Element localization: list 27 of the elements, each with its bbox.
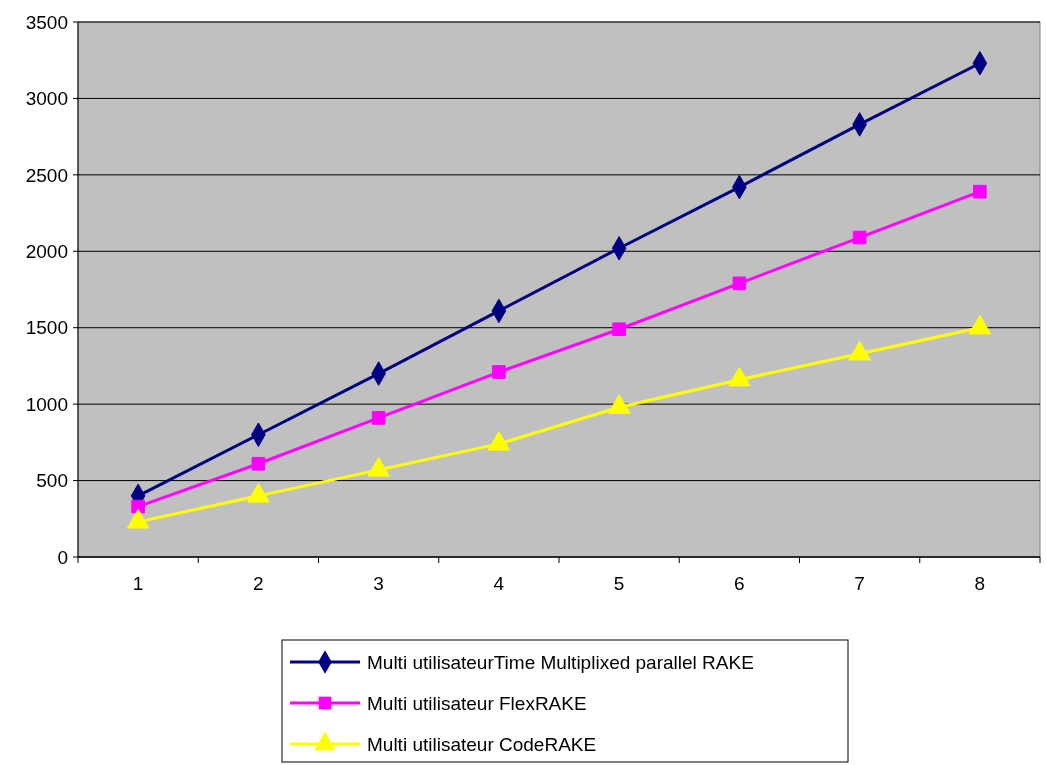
- y-tick-label: 1500: [25, 317, 68, 339]
- point: [852, 230, 867, 245]
- x-tick-label: 3: [373, 573, 384, 594]
- x-tick-label: 1: [132, 573, 144, 594]
- x-tick-label: 2: [253, 573, 264, 594]
- y-tick-label: 500: [36, 470, 68, 492]
- legend-label: Multi utilisateurTime Multiplixed parallel RAKE: [367, 651, 754, 673]
- y-tick-label: 2500: [25, 164, 68, 186]
- x-tick-label: 6: [734, 573, 745, 594]
- x-tick-label: 8: [974, 573, 986, 594]
- point: [371, 411, 386, 425]
- x-tick-label: 4: [493, 573, 505, 594]
- y-tick-label: 0: [57, 546, 68, 568]
- y-tick-label: 3000: [25, 88, 68, 110]
- x-tick-label: 7: [854, 573, 865, 594]
- point: [131, 499, 145, 514]
- legend-label: Multi utilisateur FlexRAKE: [367, 692, 587, 714]
- point: [612, 322, 626, 337]
- point: [732, 276, 747, 291]
- point: [492, 365, 506, 379]
- x-tick-label: 5: [613, 573, 625, 594]
- y-tick-label: 1000: [25, 393, 68, 415]
- legend-label: Multi utilisateur CodeRAKE: [367, 733, 597, 755]
- y-tick-label: 2000: [25, 240, 68, 262]
- point: [973, 184, 987, 199]
- y-tick-label: 3500: [25, 11, 68, 33]
- point: [251, 456, 266, 471]
